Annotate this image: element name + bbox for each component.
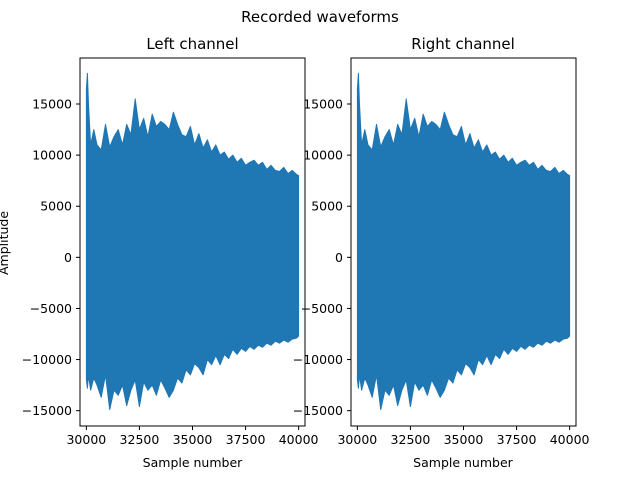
left-y-tick-label: 5000 — [40, 199, 72, 214]
right-x-tick-label: 30000 — [337, 432, 377, 447]
figure-suptitle: Recorded waveforms — [241, 8, 399, 26]
left-x-tick-label: 40000 — [279, 432, 319, 447]
right-panel-title: Right channel — [411, 35, 515, 53]
left-y-tick-label: −15000 — [22, 403, 72, 418]
right-channel-panel: Right channel Sample number 30000 32500 35… — [293, 35, 590, 470]
right-waveform-envelope — [356, 72, 571, 411]
left-waveform — [85, 72, 300, 411]
right-waveform — [356, 72, 571, 411]
left-y-tick-label: −5000 — [30, 301, 72, 316]
left-y-tick-label: 0 — [64, 250, 72, 265]
left-waveform-envelope — [85, 72, 300, 411]
right-x-tick-label: 37500 — [497, 432, 537, 447]
left-y-tick-label: −10000 — [22, 352, 72, 367]
right-y-tick-label: −5000 — [301, 301, 343, 316]
left-x-tick-label: 37500 — [226, 432, 266, 447]
left-y-tick-label: 10000 — [32, 148, 72, 163]
right-y-tick-label: 0 — [335, 250, 343, 265]
y-axis-label: Amplitude — [0, 211, 11, 275]
left-panel-title: Left channel — [146, 35, 238, 53]
right-y-tick-label: 10000 — [303, 148, 343, 163]
left-x-tick-label: 30000 — [66, 432, 106, 447]
right-x-axis-label: Sample number — [413, 455, 513, 470]
left-channel-panel: Left channel Sample number Amplitude 300… — [0, 35, 319, 470]
right-y-tick-label: −15000 — [293, 403, 343, 418]
right-x-tick-label: 40000 — [550, 432, 590, 447]
left-axes-frame — [79, 57, 306, 427]
right-axis-ticks: 30000 32500 35000 37500 40000 −15000 −10000 −50… — [293, 97, 590, 448]
right-x-tick-label: 32500 — [391, 432, 431, 447]
right-y-tick-label: 5000 — [311, 199, 343, 214]
left-x-tick-label: 35000 — [173, 432, 213, 447]
right-axes-frame — [350, 57, 577, 427]
right-y-tick-label: −10000 — [293, 352, 343, 367]
left-x-tick-label: 32500 — [120, 432, 160, 447]
left-y-tick-label: 15000 — [32, 97, 72, 112]
left-x-axis-label: Sample number — [143, 455, 243, 470]
left-axis-ticks: 30000 32500 35000 37500 40000 −15000 −10000 −50… — [22, 97, 319, 448]
right-x-tick-label: 35000 — [444, 432, 484, 447]
right-y-tick-label: 15000 — [303, 97, 343, 112]
